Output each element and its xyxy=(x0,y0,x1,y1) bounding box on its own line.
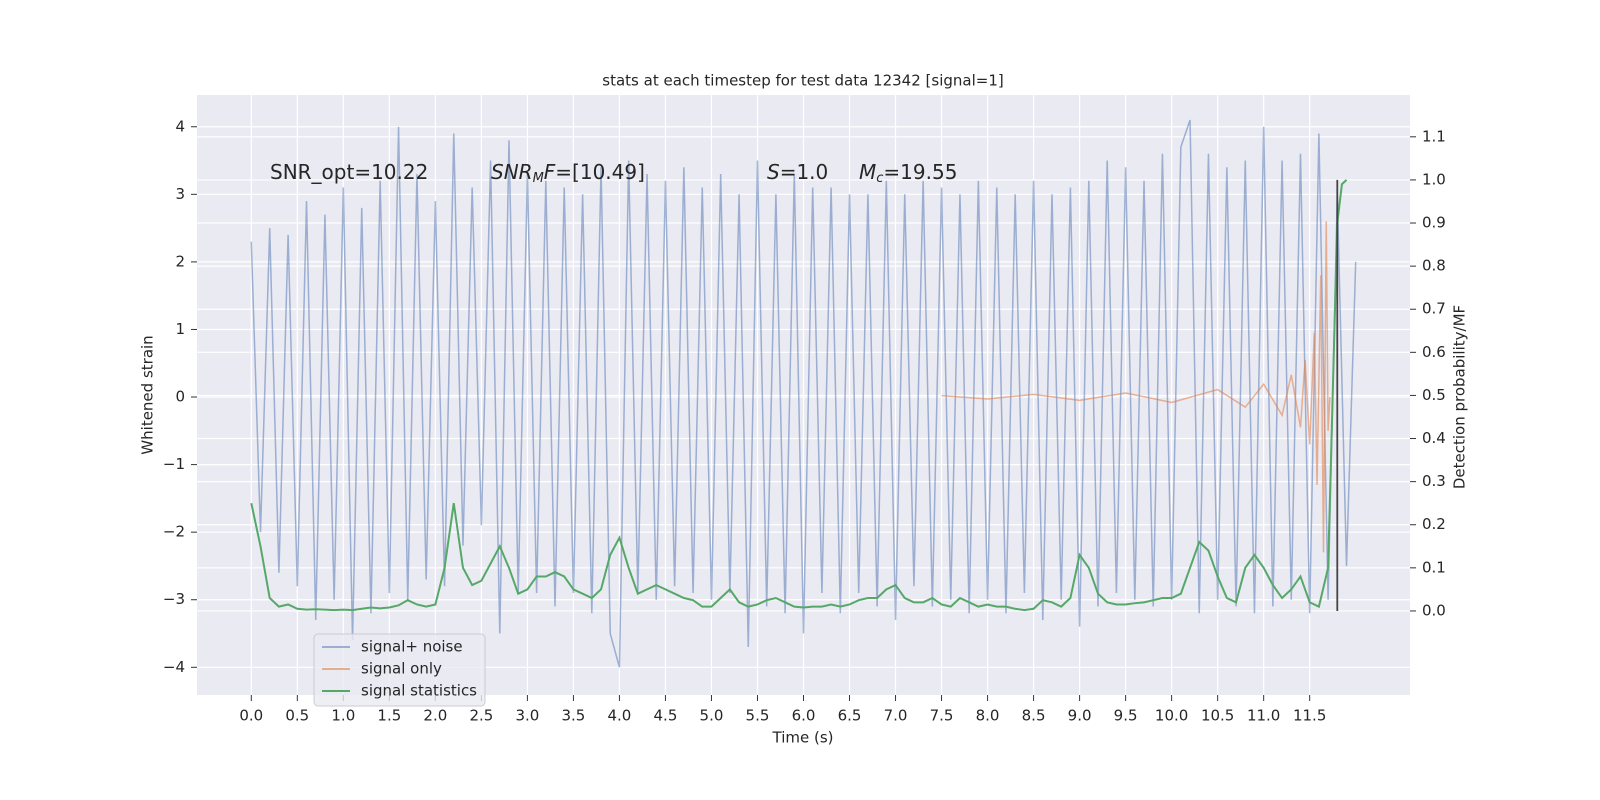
annotation-part: M xyxy=(533,171,544,186)
x-tick-label: 5.0 xyxy=(700,707,724,725)
x-tick-label: 8.0 xyxy=(976,707,1000,725)
annotation-part: M xyxy=(859,160,876,184)
annotation: S=1.0 xyxy=(767,160,828,184)
y-tick-label: −4 xyxy=(163,658,185,676)
y2-tick-label: 0.2 xyxy=(1422,515,1446,533)
annotation-part: =19.55 xyxy=(883,160,957,184)
y-tick-label: 0 xyxy=(175,388,185,406)
x-tick-label: 6.0 xyxy=(792,707,816,725)
marks xyxy=(250,119,1357,668)
y2-tick-label: 0.7 xyxy=(1422,300,1446,318)
annotation: SNR_opt=10.22 xyxy=(270,160,428,184)
x-tick-label: 7.5 xyxy=(930,707,954,725)
legend-label: signal only xyxy=(361,660,442,678)
x-tick-label: 7.0 xyxy=(884,707,908,725)
x-tick-label: 3.5 xyxy=(561,707,585,725)
annotation-part: =1.0 xyxy=(780,160,829,184)
y-axis-label: Whitened strain xyxy=(139,335,157,454)
y2-tick-label: 1.1 xyxy=(1422,127,1446,145)
x-tick-label: 2.0 xyxy=(423,707,447,725)
y2-tick-label: 0.1 xyxy=(1422,558,1446,576)
y-tick-label: −3 xyxy=(163,590,185,608)
y2-tick-label: 0.4 xyxy=(1422,429,1446,447)
x-tick-label: 11.0 xyxy=(1247,707,1280,725)
legend-label: signal+ noise xyxy=(361,638,463,656)
legend: signal+ noise signal only signal statistic… xyxy=(313,633,486,707)
y-tick-label: −2 xyxy=(163,523,185,541)
y-tick-label: 2 xyxy=(175,252,185,270)
x-tick-label: 0.0 xyxy=(239,707,263,725)
x-tick-label: 9.5 xyxy=(1114,707,1138,725)
chart-title: stats at each timestep for test data 123… xyxy=(602,72,1003,90)
y2-tick-label: 0.8 xyxy=(1422,257,1446,275)
y-tick-label: 1 xyxy=(175,320,185,338)
axes: 0.0 0.5 1.0 1.5 2.0 2.5 3.0 3.5 4.0 4.5 5.0 5.5 6.0 6… xyxy=(163,117,1446,724)
x-axis-label: Time (s) xyxy=(772,729,834,747)
x-tick-label: 1.0 xyxy=(331,707,355,725)
x-tick-label: 11.5 xyxy=(1293,707,1326,725)
x-tick-label: 8.5 xyxy=(1022,707,1046,725)
legend-box xyxy=(313,633,486,707)
annotation: Mc=19.55 xyxy=(859,160,957,186)
x-tick-label: 0.5 xyxy=(285,707,309,725)
annotation-part: SNR_opt=10.22 xyxy=(270,160,428,184)
annotation-part: c xyxy=(876,171,883,186)
y-tick-label: −1 xyxy=(163,455,185,473)
x-tick-label: 10.5 xyxy=(1201,707,1234,725)
x-tick-label: 4.5 xyxy=(654,707,678,725)
x-tick-label: 3.0 xyxy=(515,707,539,725)
annotation-part: F xyxy=(544,160,556,184)
y2-tick-label: 0.3 xyxy=(1422,472,1446,490)
y2-axis-label: Detection probability/MF xyxy=(1451,305,1469,489)
x-tick-label: 9.0 xyxy=(1068,707,1092,725)
y2-tick-label: 0.0 xyxy=(1422,601,1446,619)
x-tick-label: 5.5 xyxy=(746,707,770,725)
series-line xyxy=(250,119,1357,668)
y2-tick-label: 0.6 xyxy=(1422,343,1446,361)
annotation-part: SNR xyxy=(491,160,533,184)
series-line xyxy=(941,221,1331,553)
legend-label: signal statistics xyxy=(361,682,477,700)
y-tick-label: 4 xyxy=(175,117,185,135)
annotation-part: =[10.49] xyxy=(555,160,645,184)
y-tick-label: 3 xyxy=(175,185,185,203)
y2-tick-label: 0.5 xyxy=(1422,386,1446,404)
y2-tick-label: 1.0 xyxy=(1422,170,1446,188)
x-tick-label: 4.0 xyxy=(608,707,632,725)
x-tick-label: 10.0 xyxy=(1155,707,1188,725)
x-tick-label: 2.5 xyxy=(469,707,493,725)
annotation-part: S xyxy=(767,160,780,184)
series-line xyxy=(250,179,1348,612)
x-tick-label: 1.5 xyxy=(377,707,401,725)
y2-tick-label: 0.9 xyxy=(1422,214,1446,232)
annotation: SNRMF=[10.49] xyxy=(491,160,645,186)
x-tick-label: 6.5 xyxy=(838,707,862,725)
